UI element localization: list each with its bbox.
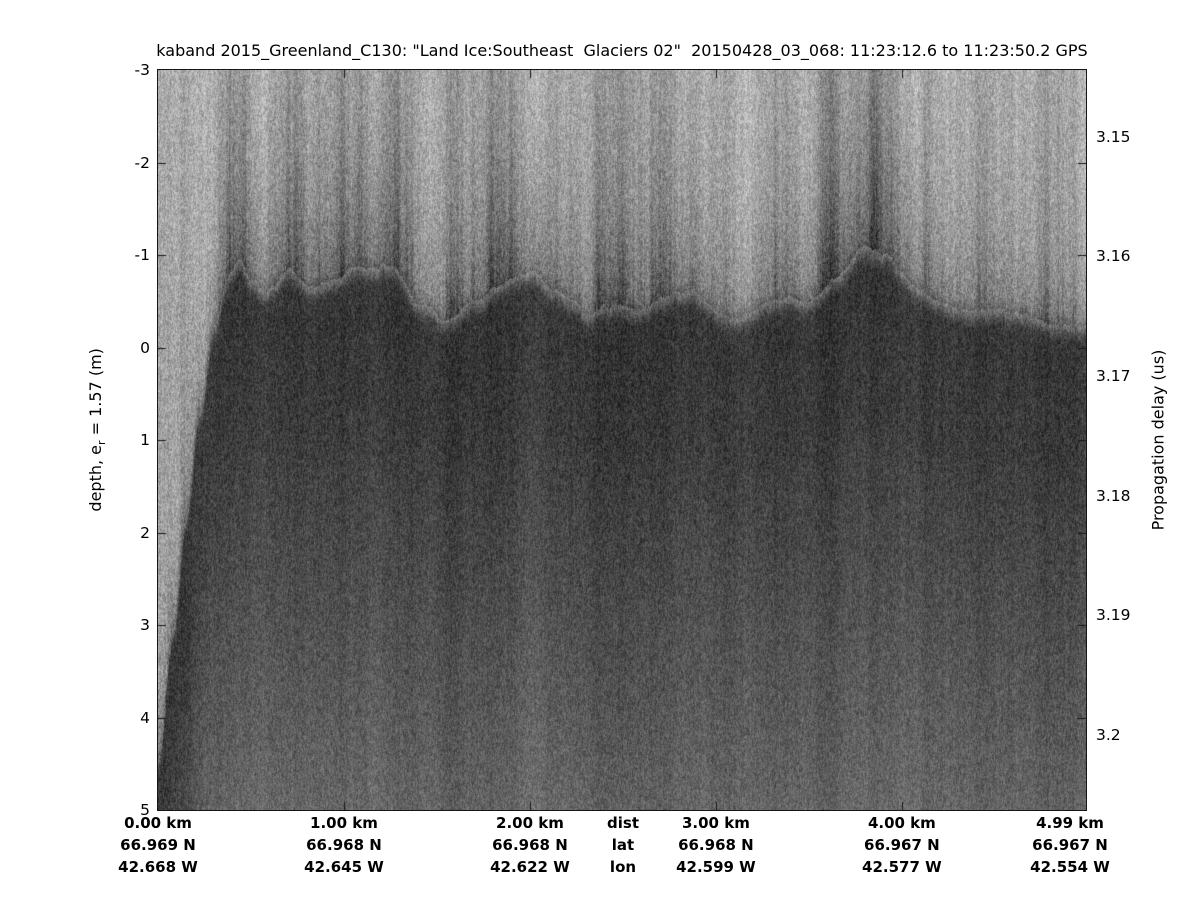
- depth-tick-label: 3: [140, 616, 150, 634]
- longitude-label: 42.622 W: [490, 858, 570, 876]
- lat-row-label: lat: [611, 836, 635, 854]
- longitude-label: 42.554 W: [1030, 858, 1110, 876]
- x-axis-column: 2.00 km 66.968 N 42.622 W: [490, 812, 570, 878]
- depth-axis-label-suffix: = 1.57 (m): [85, 348, 105, 441]
- longitude-label: 42.645 W: [304, 858, 384, 876]
- depth-tick-label: 5: [140, 801, 150, 819]
- x-axis-column: 4.00 km 66.967 N 42.577 W: [862, 812, 942, 878]
- latitude-label: 66.968 N: [492, 836, 568, 854]
- depth-axis-label-prefix: depth, e: [85, 444, 105, 512]
- echogram-plot-area: [157, 69, 1087, 811]
- depth-tick-label: -3: [134, 61, 150, 79]
- x-axis-row-labels: dist lat lon: [607, 812, 639, 878]
- depth-tick-label: -1: [134, 246, 150, 264]
- delay-tick-label: 3.19: [1096, 606, 1131, 625]
- distance-label: 0.00 km: [124, 814, 192, 832]
- depth-tick-label: -2: [134, 153, 150, 172]
- lon-row-label: lon: [609, 858, 637, 876]
- distance-label: 4.99 km: [1036, 814, 1104, 832]
- distance-label: 2.00 km: [496, 814, 564, 832]
- latitude-label: 66.968 N: [306, 836, 382, 854]
- latitude-label: 66.967 N: [864, 836, 940, 854]
- distance-label: 4.00 km: [867, 814, 936, 832]
- depth-tick-label: 4: [140, 708, 150, 727]
- longitude-label: 42.668 W: [118, 858, 198, 876]
- delay-tick-label: 3.15: [1096, 127, 1131, 146]
- x-axis-column: 1.00 km 66.968 N 42.645 W: [304, 812, 384, 878]
- latitude-label: 66.968 N: [678, 836, 754, 854]
- x-axis-column: 0.00 km 66.969 N 42.668 W: [118, 812, 198, 878]
- depth-tick-label: 0: [140, 338, 150, 357]
- longitude-label: 42.599 W: [676, 858, 756, 876]
- longitude-label: 42.577 W: [862, 858, 942, 876]
- echogram-image: [158, 70, 1086, 810]
- x-axis-column: 3.00 km 66.968 N 42.599 W: [676, 812, 756, 878]
- plot-title: kaband 2015_Greenland_C130: "Land Ice:So…: [156, 41, 1088, 60]
- latitude-label: 66.969 N: [120, 836, 196, 854]
- latitude-label: 66.967 N: [1032, 836, 1108, 854]
- distance-label: 3.00 km: [681, 814, 750, 832]
- distance-label: 1.00 km: [310, 814, 378, 832]
- x-axis-column: 4.99 km 66.967 N 42.554 W: [1030, 812, 1110, 878]
- delay-tick-label: 3.16: [1096, 247, 1131, 266]
- delay-tick-label: 3.17: [1096, 367, 1131, 386]
- delay-tick-label: 3.2: [1096, 725, 1121, 744]
- delay-tick-label: 3.18: [1096, 486, 1131, 505]
- dist-row-label: dist: [607, 814, 639, 832]
- depth-tick-label: 2: [140, 523, 150, 542]
- depth-tick-label: 1: [140, 431, 150, 449]
